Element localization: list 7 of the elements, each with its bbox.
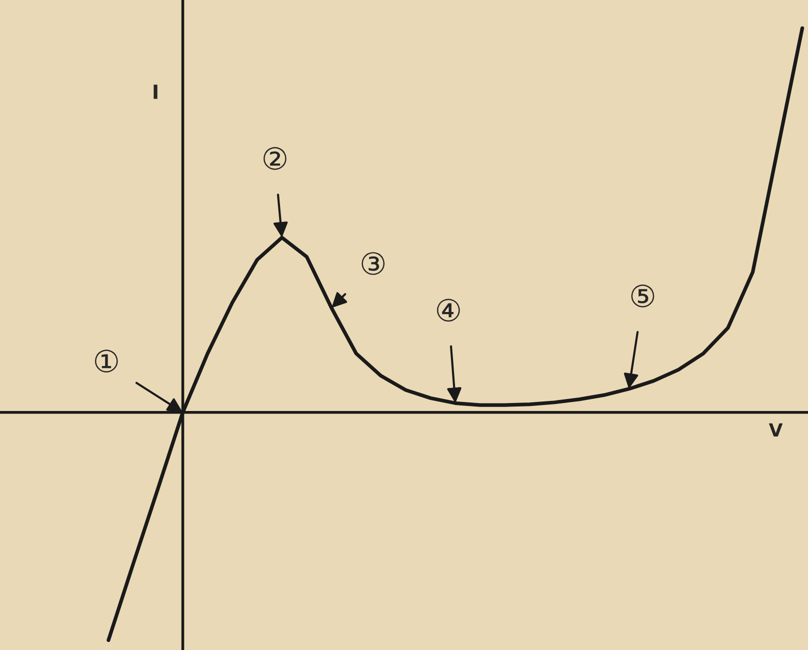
annotation: ① <box>94 350 118 372</box>
annotation: ② <box>264 147 286 170</box>
annotation: ③ <box>362 252 385 275</box>
y-axis-title: I <box>154 84 158 99</box>
x-axis-title: V <box>768 423 783 437</box>
annotation: ④ <box>436 298 460 322</box>
annotation: ⑤ <box>631 284 654 308</box>
